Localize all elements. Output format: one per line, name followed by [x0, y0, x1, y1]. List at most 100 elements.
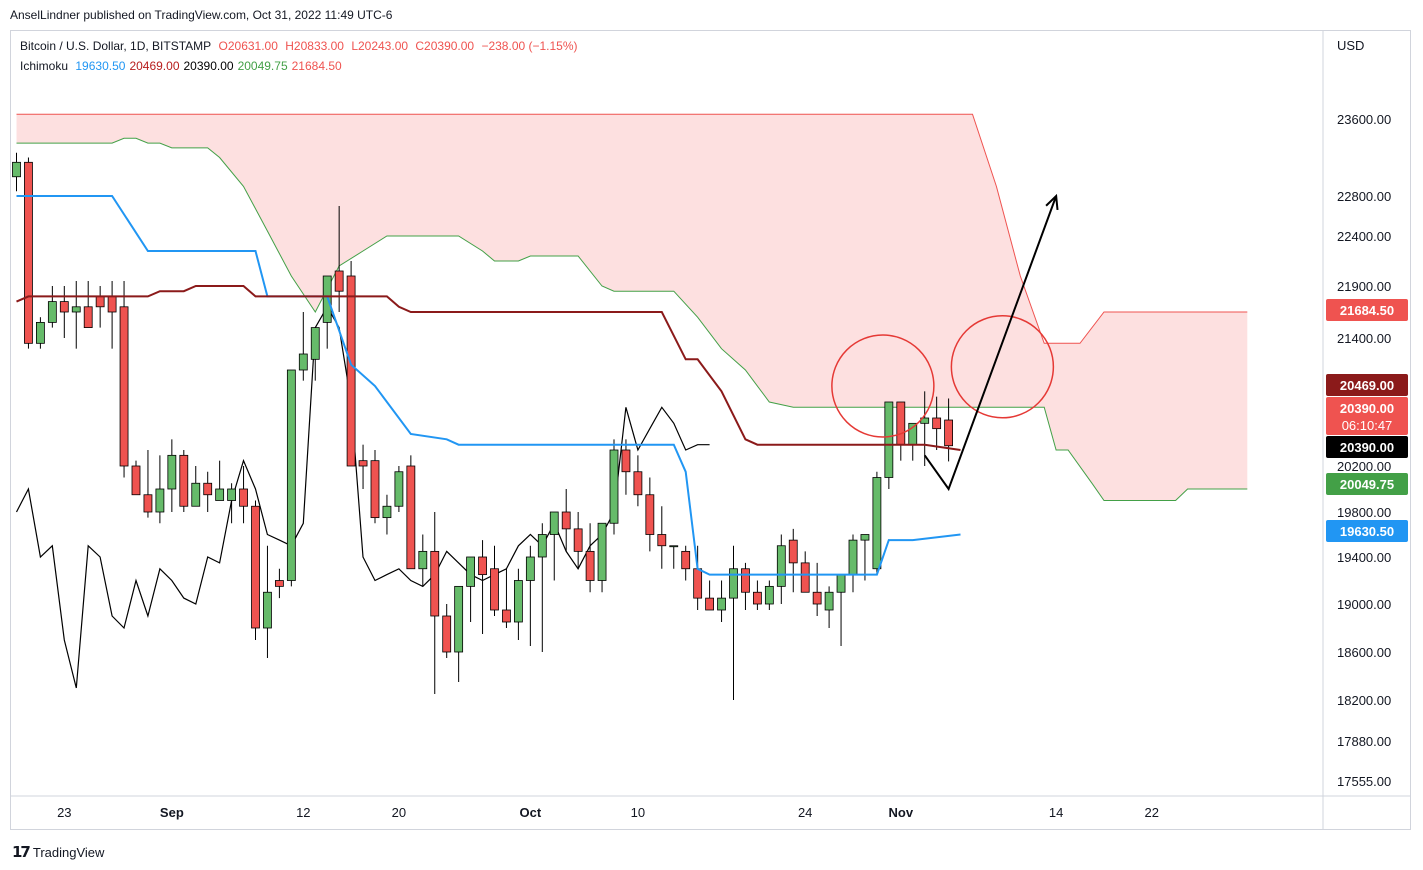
- plot-area[interactable]: [12, 113, 1248, 700]
- candle-60[interactable]: [729, 545, 738, 700]
- candle-3[interactable]: [47, 286, 57, 328]
- candle-78[interactable]: [944, 398, 953, 462]
- candle-9[interactable]: [119, 281, 129, 478]
- indicator-name[interactable]: Ichimoku: [20, 59, 69, 73]
- candle-62[interactable]: [753, 580, 762, 611]
- candle-20[interactable]: [251, 500, 260, 641]
- candle-37[interactable]: [454, 585, 464, 682]
- candle-36[interactable]: [442, 604, 452, 658]
- candle-28[interactable]: [346, 261, 356, 467]
- candle-1[interactable]: [24, 157, 33, 349]
- candle-59[interactable]: [717, 580, 726, 623]
- candle-10[interactable]: [131, 460, 141, 496]
- candle-58[interactable]: [705, 580, 714, 611]
- candle-body: [824, 591, 834, 611]
- candle-55[interactable]: [669, 545, 679, 569]
- price-tag-text: 20469.00: [1340, 378, 1394, 393]
- candle-77[interactable]: [932, 396, 942, 450]
- candle-26[interactable]: [322, 275, 332, 349]
- candle-33[interactable]: [406, 455, 416, 570]
- candle-44[interactable]: [537, 523, 547, 652]
- symbol-name[interactable]: Bitcoin / U.S. Dollar, 1D, BITSTAMP: [20, 39, 212, 53]
- candle-68[interactable]: [824, 586, 834, 628]
- candle-27[interactable]: [334, 206, 344, 312]
- candle-42[interactable]: [514, 568, 523, 640]
- candle-body: [370, 460, 380, 519]
- candle-30[interactable]: [370, 450, 380, 524]
- candle-43[interactable]: [525, 545, 535, 646]
- y-tick-label: 17555.00: [1337, 774, 1391, 789]
- price-tag-bg: [1326, 436, 1408, 458]
- candle-18[interactable]: [227, 483, 237, 524]
- candle-64[interactable]: [776, 534, 786, 605]
- candle-32[interactable]: [394, 466, 404, 512]
- candle-body: [215, 488, 225, 501]
- indicator-legend[interactable]: Ichimoku 19630.50 20469.00 20390.00 20049.7…: [20, 59, 350, 73]
- price-tag-bg: [1326, 397, 1408, 435]
- candle-24[interactable]: [298, 312, 308, 381]
- candle-52[interactable]: [633, 455, 643, 507]
- candle-45[interactable]: [549, 511, 559, 581]
- senkou-span-b-line: [16, 113, 1248, 344]
- candle-50[interactable]: [609, 439, 619, 535]
- candle-19[interactable]: [239, 466, 248, 524]
- ichimoku-cloud: [16, 114, 1248, 501]
- x-tick-label: 24: [798, 805, 812, 820]
- ichimoku-value-0: 19630.50: [75, 59, 126, 73]
- candle-74[interactable]: [896, 401, 906, 461]
- candle-7[interactable]: [95, 286, 105, 328]
- candle-12[interactable]: [155, 455, 165, 524]
- candle-23[interactable]: [286, 369, 296, 587]
- candle-51[interactable]: [621, 439, 631, 495]
- candle-54[interactable]: [657, 506, 667, 569]
- candle-34[interactable]: [418, 534, 428, 587]
- candle-40[interactable]: [490, 545, 499, 616]
- candle-2[interactable]: [36, 317, 45, 349]
- candle-61[interactable]: [741, 562, 750, 610]
- candle-25[interactable]: [310, 327, 320, 381]
- chikou-span-line: [15, 305, 710, 689]
- candle-4[interactable]: [59, 286, 69, 338]
- candle-65[interactable]: [788, 528, 798, 593]
- candle-17[interactable]: [215, 460, 225, 501]
- symbol-legend[interactable]: Bitcoin / U.S. Dollar, 1D, BITSTAMP O206…: [20, 39, 582, 53]
- candle-48[interactable]: [585, 523, 595, 593]
- candle-21[interactable]: [263, 545, 272, 658]
- candle-0[interactable]: [12, 152, 21, 192]
- candle-73[interactable]: [884, 401, 894, 489]
- candle-29[interactable]: [358, 444, 368, 489]
- candle-47[interactable]: [573, 512, 583, 569]
- candle-46[interactable]: [561, 489, 571, 552]
- candle-body: [693, 568, 703, 599]
- candle-69[interactable]: [836, 574, 846, 646]
- candle-14[interactable]: [179, 450, 189, 512]
- candle-41[interactable]: [502, 568, 511, 628]
- candle-56[interactable]: [681, 545, 691, 581]
- candle-66[interactable]: [800, 551, 810, 593]
- candle-6[interactable]: [83, 281, 93, 328]
- candle-11[interactable]: [143, 450, 153, 518]
- candle-49[interactable]: [597, 522, 607, 593]
- candle-31[interactable]: [382, 494, 392, 535]
- candle-57[interactable]: [693, 545, 703, 610]
- candle-63[interactable]: [764, 580, 774, 611]
- candle-71[interactable]: [860, 534, 870, 581]
- candle-8[interactable]: [107, 281, 117, 349]
- annotation-arrow-path: [923, 195, 1058, 492]
- candle-53[interactable]: [645, 477, 655, 552]
- candle-72[interactable]: [872, 471, 882, 575]
- candle-38[interactable]: [466, 556, 476, 622]
- candle-67[interactable]: [812, 562, 822, 616]
- candle-15[interactable]: [191, 466, 201, 507]
- candle-5[interactable]: [71, 281, 81, 349]
- candle-22[interactable]: [274, 568, 284, 599]
- candle-39[interactable]: [478, 540, 487, 634]
- candle-13[interactable]: [167, 439, 177, 512]
- price-tag-0: 21684.50: [1326, 299, 1408, 321]
- candle-35[interactable]: [430, 512, 440, 694]
- candle-body: [24, 161, 33, 344]
- candle-16[interactable]: [203, 471, 213, 512]
- tradingview-logo[interactable]: 𝟭𝟳 TradingView: [12, 843, 104, 861]
- candle-70[interactable]: [848, 534, 858, 593]
